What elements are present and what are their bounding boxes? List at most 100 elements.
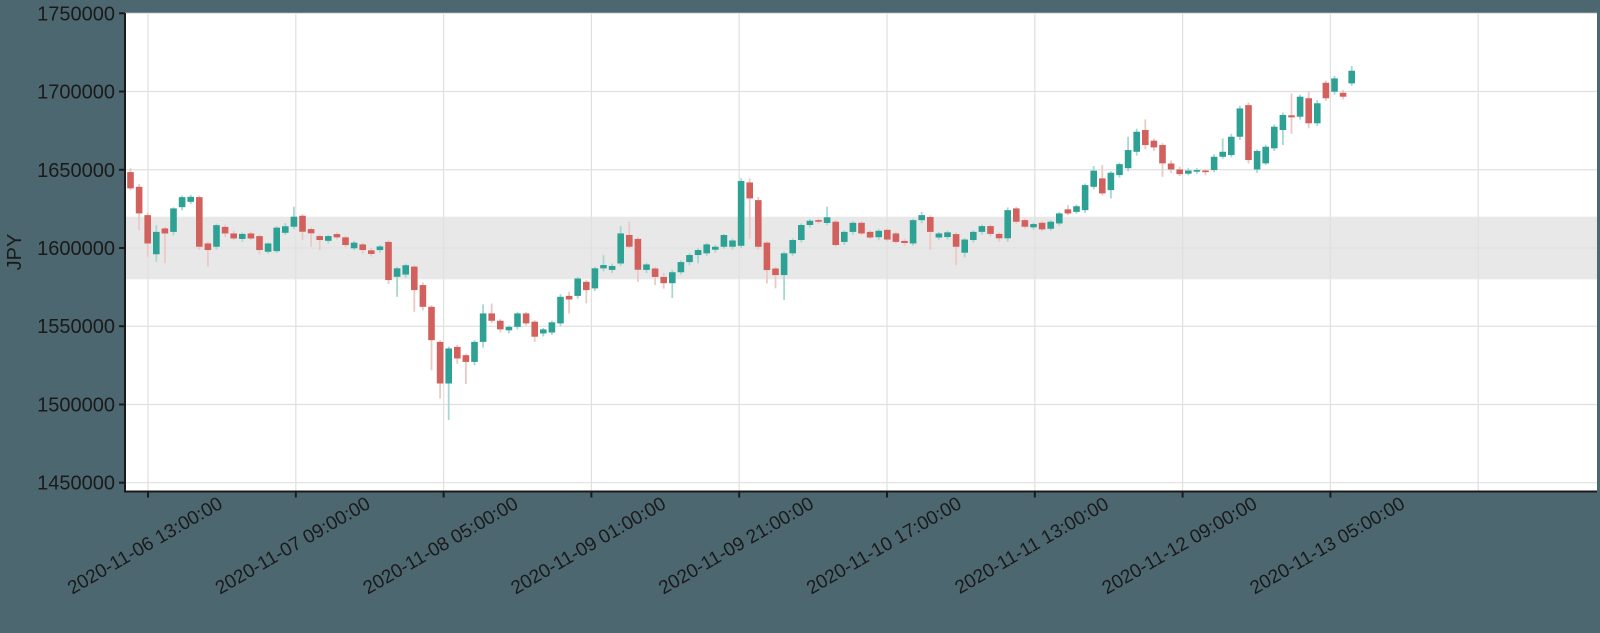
candle-up <box>1271 124 1278 151</box>
candle-up <box>729 238 736 250</box>
candle-body <box>256 236 263 251</box>
candle-up <box>170 207 177 236</box>
y-tick-label: 1750000 <box>37 3 115 25</box>
candle-body <box>1228 136 1235 156</box>
candle-down <box>565 291 573 314</box>
candle-wick <box>602 255 605 272</box>
candle-body <box>995 233 1003 239</box>
candle-up <box>1107 171 1115 199</box>
candle-down <box>135 183 143 231</box>
candle-up <box>591 266 599 292</box>
candle-body <box>1296 96 1304 117</box>
candle-body <box>497 320 504 330</box>
candle-body <box>901 240 908 243</box>
candle-wick <box>318 234 321 251</box>
candle-up <box>273 226 280 254</box>
candle-body <box>187 196 194 202</box>
candle-down <box>1288 93 1295 134</box>
candle-down <box>454 345 461 364</box>
candle-body <box>1030 224 1037 228</box>
candle-up <box>875 229 882 241</box>
candle-body <box>135 186 143 214</box>
candle-up <box>1210 154 1218 173</box>
candle-body <box>927 217 934 232</box>
candle-down <box>307 227 315 247</box>
candle-body <box>221 226 229 234</box>
candle-up <box>1253 149 1261 173</box>
candle-body <box>617 233 624 264</box>
y-axis-title: JPY <box>4 234 26 271</box>
candle-down <box>583 280 590 304</box>
candle-body <box>1253 150 1261 170</box>
candle-up <box>178 195 186 211</box>
candle-body <box>436 341 444 384</box>
candle-body <box>1073 206 1080 212</box>
candle-down <box>522 311 530 326</box>
candle-down <box>651 266 659 286</box>
candle-body <box>1262 146 1269 164</box>
candle-body <box>153 231 160 255</box>
y-tick-label: 1550000 <box>37 316 115 338</box>
candle-up <box>471 340 478 366</box>
candle-body <box>1288 115 1295 118</box>
candle-up <box>806 219 814 228</box>
candle-down <box>247 231 255 241</box>
candle-body <box>875 230 882 238</box>
candle-up <box>1133 128 1140 156</box>
candle-body <box>247 233 255 239</box>
candle-body <box>651 268 659 277</box>
candle-body <box>419 285 427 307</box>
candle-down <box>634 237 642 282</box>
candle-body <box>1142 130 1149 146</box>
candle-down <box>1038 221 1046 232</box>
candle-body <box>1116 164 1123 176</box>
candle-body <box>1305 98 1312 124</box>
candle-down <box>428 305 435 371</box>
candle-down <box>419 282 427 311</box>
candle-body <box>574 278 581 296</box>
candle-up <box>1219 138 1226 159</box>
candle-down <box>746 178 753 239</box>
candle-body <box>411 266 418 291</box>
candle-body <box>780 253 788 276</box>
candle-up <box>1228 133 1235 158</box>
candle-down <box>1245 102 1252 164</box>
candle-body <box>832 221 839 246</box>
candle-body <box>600 265 607 269</box>
candle-body <box>909 220 917 244</box>
candle-body <box>634 238 642 270</box>
candle-body <box>1339 92 1347 97</box>
candle-down <box>1013 206 1020 224</box>
candle-up <box>712 244 719 253</box>
candle-down <box>660 273 667 289</box>
candle-wick <box>396 266 398 297</box>
candle-up <box>961 237 968 258</box>
candle-body <box>763 242 771 271</box>
candle-down <box>1305 91 1312 129</box>
candle-up <box>617 226 624 266</box>
candle-up <box>1331 75 1338 95</box>
candle-up <box>540 327 547 337</box>
candle-up <box>350 240 358 251</box>
candle-up <box>1030 222 1037 230</box>
y-tick-label: 1450000 <box>37 473 115 495</box>
candle-up <box>239 232 246 242</box>
candle-wick <box>929 215 932 251</box>
candle-body <box>170 208 177 232</box>
candle-body <box>445 348 452 384</box>
candle-up <box>1348 66 1355 86</box>
candle-up <box>720 233 728 249</box>
candle-down <box>866 230 874 240</box>
candle-down <box>221 224 229 238</box>
candle-up <box>557 294 564 327</box>
candle-wick <box>164 226 166 264</box>
candle-up <box>737 178 745 248</box>
candle-body <box>1176 169 1183 175</box>
candle-up <box>686 253 693 266</box>
candle-body <box>204 243 212 251</box>
candle-up <box>548 320 556 335</box>
candle-up <box>841 230 848 245</box>
candle-body <box>978 226 986 232</box>
candle-body <box>540 329 547 334</box>
candle-up <box>1090 166 1097 190</box>
